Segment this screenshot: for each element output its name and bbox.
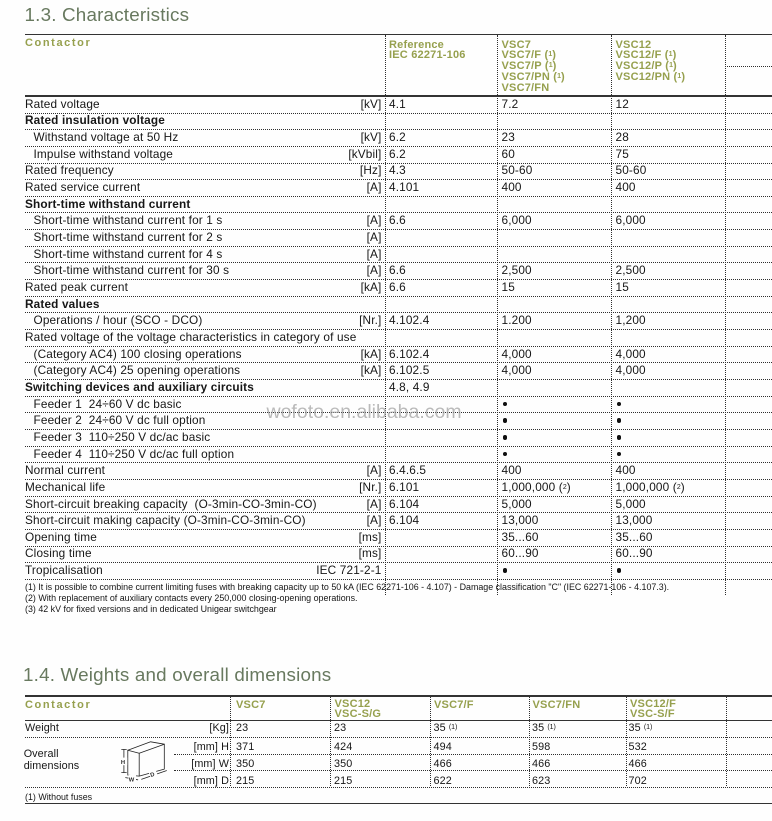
svg-text:D: D [150,772,156,779]
svg-text:W: W [129,777,135,783]
svg-text:H: H [121,760,125,766]
